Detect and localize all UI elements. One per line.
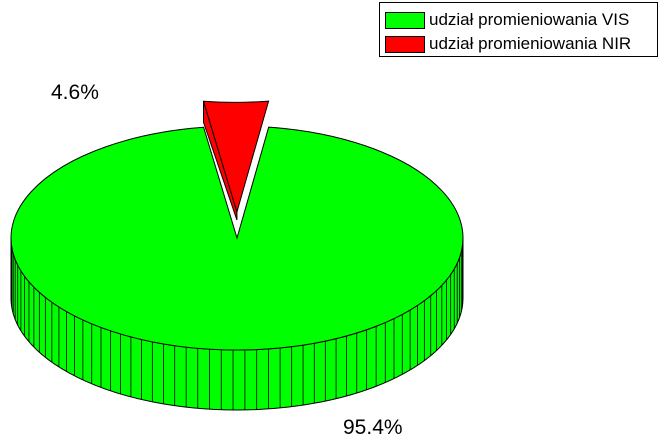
chart-legend: udział promieniowania VIS udział promien… [379,2,658,57]
legend-swatch-nir [385,35,425,53]
legend-entry-vis: udział promieniowania VIS [385,10,629,30]
legend-swatch-vis [385,11,425,29]
legend-entry-nir: udział promieniowania NIR [385,34,631,54]
pie-slice-vis [10,126,464,351]
data-label-nir: 4.6% [51,81,99,104]
legend-label-vis: udział promieniowania VIS [429,10,630,29]
data-label-vis: 95.4% [343,416,403,439]
legend-label-nir: udział promieniowania NIR [429,34,632,53]
pie-slice-nir [202,100,270,214]
